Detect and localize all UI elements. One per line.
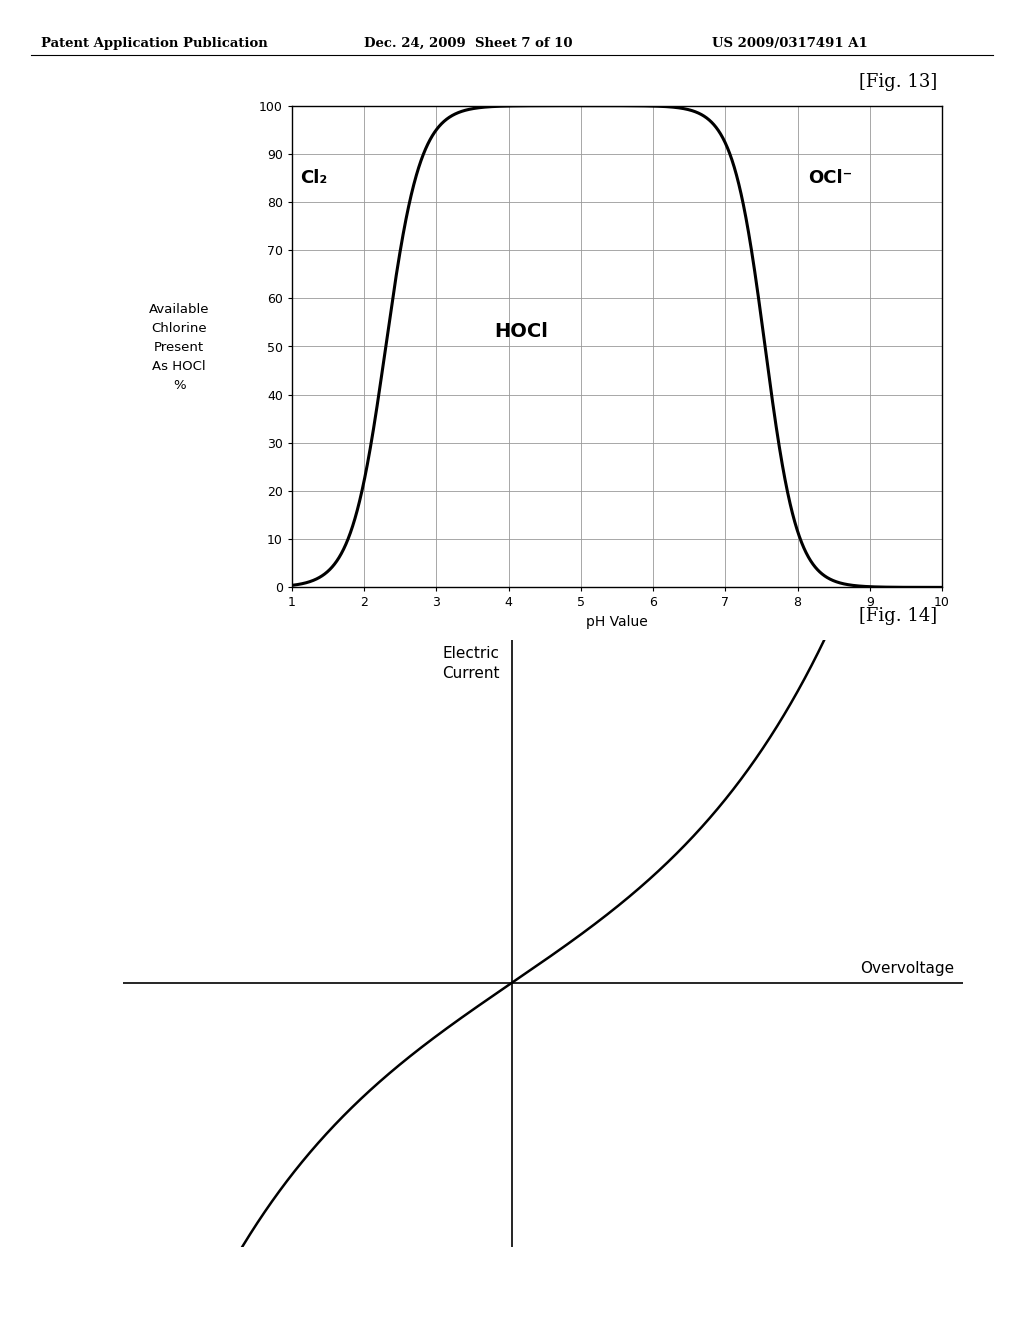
Text: Available
Chlorine
Present
As HOCl
%: Available Chlorine Present As HOCl %	[148, 302, 210, 392]
Text: Patent Application Publication: Patent Application Publication	[41, 37, 267, 50]
Text: HOCl: HOCl	[495, 322, 548, 341]
X-axis label: pH Value: pH Value	[586, 615, 648, 630]
Text: Cl₂: Cl₂	[300, 169, 328, 186]
Text: Overvoltage: Overvoltage	[860, 961, 954, 977]
Text: [Fig. 13]: [Fig. 13]	[859, 73, 937, 91]
Text: [Fig. 14]: [Fig. 14]	[859, 607, 937, 626]
Text: Dec. 24, 2009  Sheet 7 of 10: Dec. 24, 2009 Sheet 7 of 10	[364, 37, 572, 50]
Text: US 2009/0317491 A1: US 2009/0317491 A1	[712, 37, 867, 50]
Text: Electric
Current: Electric Current	[442, 647, 500, 681]
Text: OCl⁻: OCl⁻	[808, 169, 853, 186]
